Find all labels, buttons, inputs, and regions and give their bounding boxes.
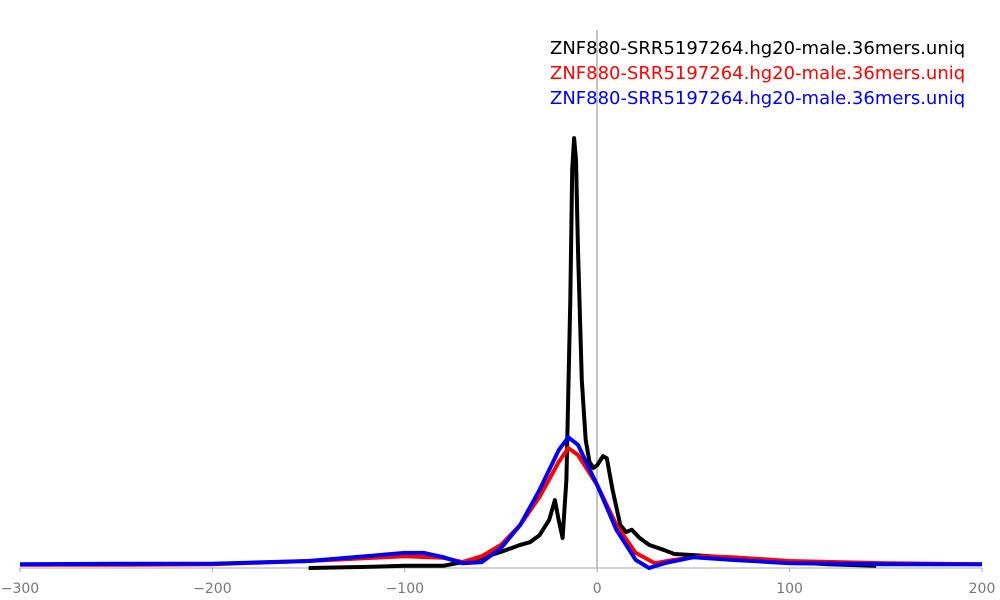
series-line: [308, 136, 877, 570]
legend-entry: ZNF880-SRR5197264.hg20-male.36mers.uniq: [550, 88, 965, 109]
x-tick-label: −200: [193, 581, 231, 597]
legend-entry: ZNF880-SRR5197264.hg20-male.36mers.uniq: [550, 63, 965, 84]
series-line: [19, 435, 982, 570]
x-tick-label: −100: [386, 581, 424, 597]
x-tick-label: 0: [593, 581, 602, 597]
x-tick-label: 200: [969, 581, 996, 597]
legend-entry: ZNF880-SRR5197264.hg20-male.36mers.uniq: [550, 38, 965, 59]
x-tick-label: −300: [1, 581, 39, 597]
x-tick-label: 100: [776, 581, 803, 597]
